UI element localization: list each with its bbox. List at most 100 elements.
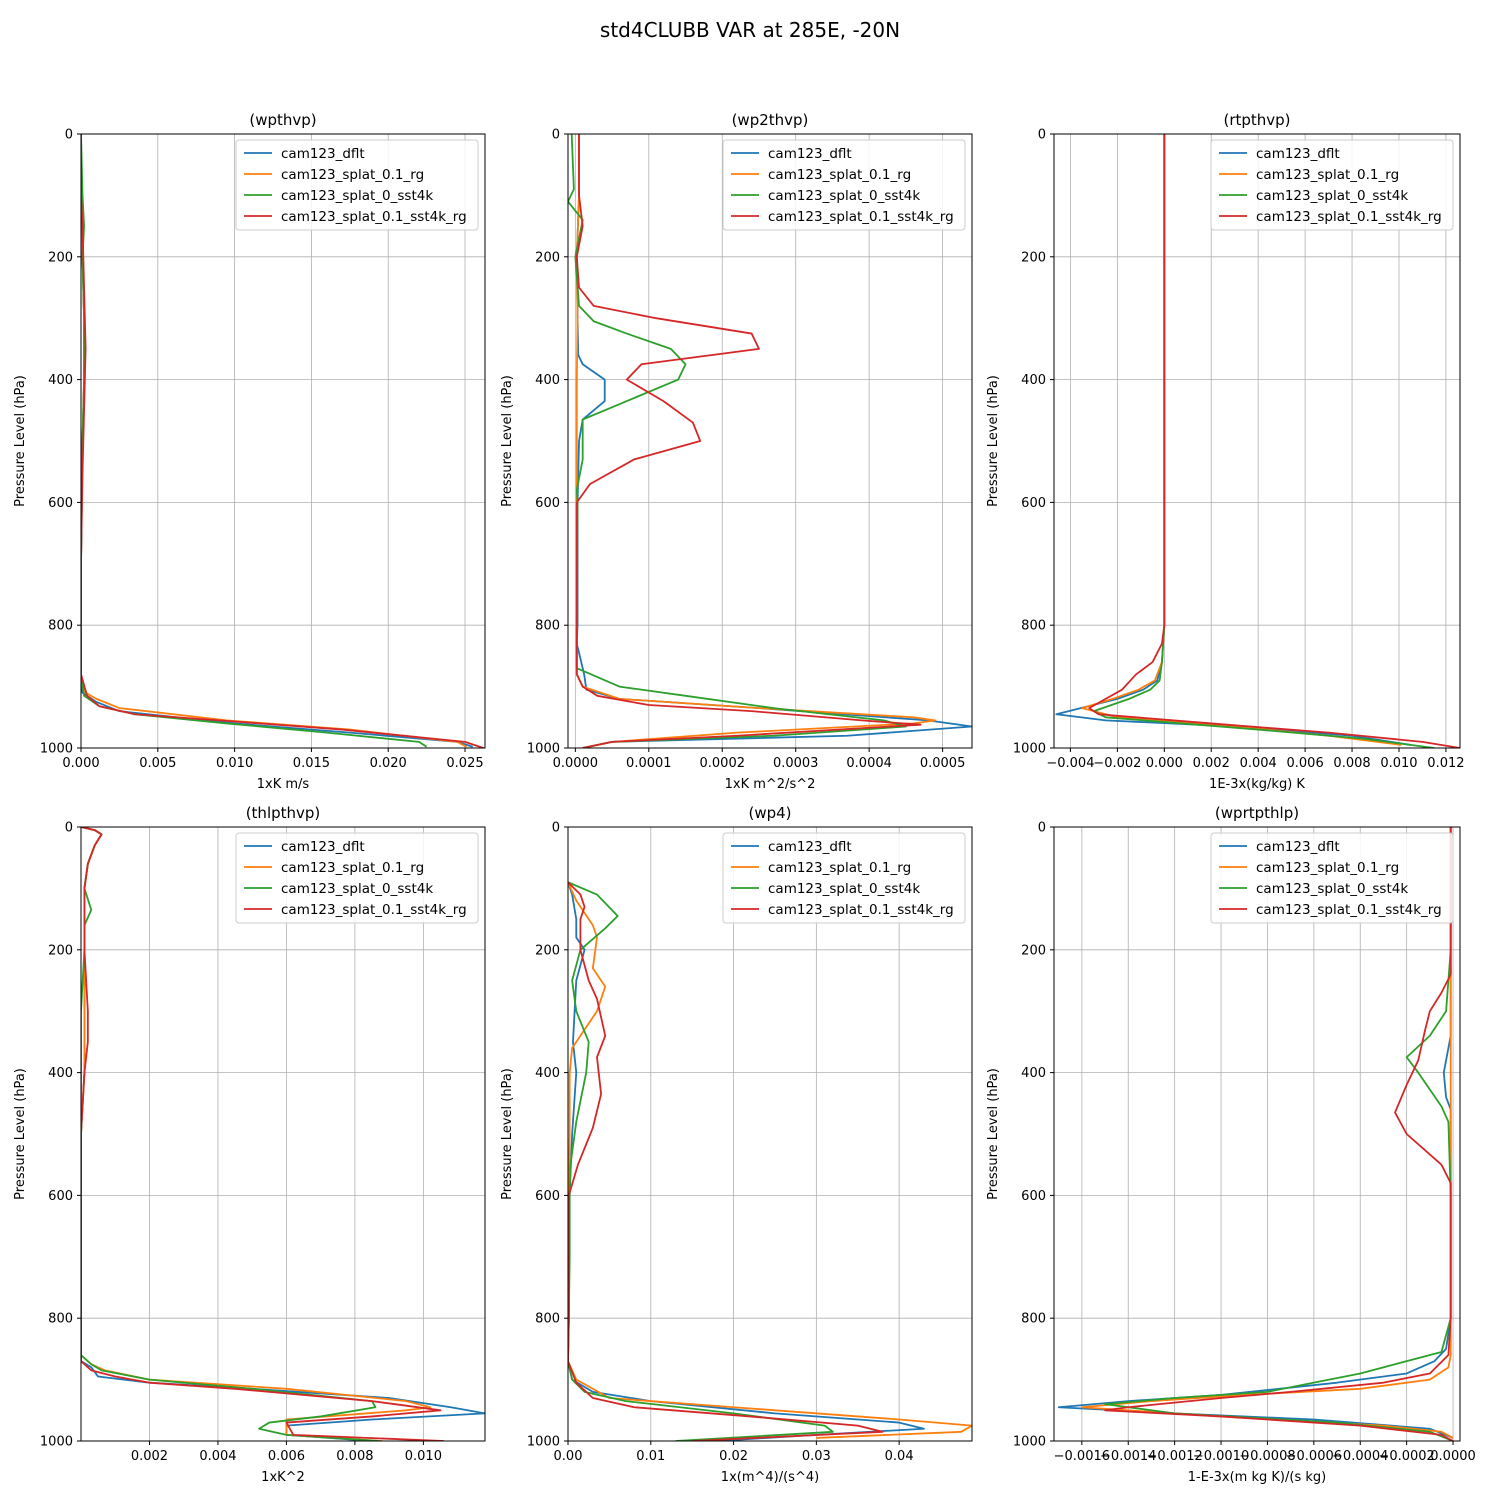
series-line (568, 881, 884, 1441)
chart-panel: −0.004−0.002 0.000 0.002 0.004 0.006 0.008 0.0… (986, 111, 1465, 792)
series-line (1104, 827, 1454, 1441)
series-group (1055, 134, 1460, 748)
chart-panel: 0.002 0.004 0.006 0.008 0.010 0 200 400 600 800 10… (13, 804, 486, 1485)
y-tick-label: 200 (48, 250, 73, 265)
panels: 0.000 0.005 0.010 0.015 0.020 0.0250200400600… (13, 111, 1476, 1485)
x-tick-label: 0.00 (554, 1449, 583, 1464)
legend: cam123_dflt cam123_splat_0.1_rg cam123_spl… (722, 832, 966, 924)
series-line (81, 827, 444, 1441)
axes-frame (567, 133, 973, 749)
legend-entry: cam123_splat_0.1_rg (281, 167, 424, 183)
series-line (568, 881, 972, 1439)
x-tick-label: 0.008 (1333, 756, 1370, 771)
series-line (575, 134, 922, 748)
legend-entry: cam123_splat_0.1_sst4k_rg (768, 902, 954, 918)
x-axis-label: 1x(m^4)/(s^4) (721, 1470, 819, 1485)
x-tick-label: 0.0005 (920, 756, 966, 771)
y-tick-label: 400 (535, 373, 560, 388)
legend-entry: cam123_splat_0.1_rg (281, 860, 424, 876)
y-tick-label: 800 (48, 619, 73, 634)
x-tick-label: 0.000 (62, 756, 99, 771)
axes-frame (80, 826, 486, 1442)
x-tick-label: 0.015 (293, 756, 330, 771)
x-tick-label: 0.02 (719, 1449, 748, 1464)
x-tick-label: −0.002 (1093, 756, 1141, 771)
axes-frame (1053, 133, 1461, 749)
x-tick-label: 0.008 (336, 1449, 373, 1464)
series-line (1088, 134, 1460, 748)
y-tick-label: 0 (65, 128, 73, 143)
y-tick-label: 400 (1021, 373, 1046, 388)
y-tick-label: 0 (552, 128, 560, 143)
legend-box (235, 832, 479, 924)
y-tick-label: 800 (48, 1312, 73, 1327)
y-tick-label: 600 (535, 1189, 560, 1204)
y-tick-label: 0 (1038, 821, 1046, 836)
axes-frame (80, 133, 486, 749)
x-axis-label: 1xK^2 (261, 1470, 305, 1485)
y-tick-label: 400 (1021, 1066, 1046, 1081)
legend-entry: cam123_splat_0_sst4k (768, 881, 920, 897)
x-tick-label: 0.004 (199, 1449, 236, 1464)
legend-entry: cam123_splat_0_sst4k (1256, 881, 1408, 897)
y-tick-label: 0 (1038, 128, 1046, 143)
legend-entry: cam123_dflt (1256, 839, 1340, 855)
x-tick-label: 0.006 (1287, 756, 1324, 771)
y-axis-label: Pressure Level (hPa) (500, 375, 515, 507)
legend-entry: cam123_splat_0.1_sst4k_rg (281, 209, 467, 225)
x-tick-label: 0.0003 (773, 756, 819, 771)
x-tick-label: 0.002 (131, 1449, 168, 1464)
y-tick-label: 200 (535, 250, 560, 265)
series-line (81, 134, 484, 748)
y-tick-label: 200 (48, 943, 73, 958)
x-tick-label: 0.025 (446, 756, 483, 771)
y-tick-label: 600 (48, 1189, 73, 1204)
legend-box (722, 139, 966, 231)
x-tick-label: 0.0001 (626, 756, 672, 771)
legend-entry: cam123_splat_0.1_sst4k_rg (281, 902, 467, 918)
x-tick-label: 0.0000 (553, 756, 599, 771)
x-tick-label: 0.0002 (700, 756, 746, 771)
y-tick-label: 200 (1021, 943, 1046, 958)
legend-box (235, 139, 479, 231)
y-tick-label: 0 (552, 821, 560, 836)
y-axis-label: Pressure Level (hPa) (13, 375, 28, 507)
x-tick-label: −0.004 (1046, 756, 1094, 771)
legend-entry: cam123_splat_0.1_rg (1256, 860, 1399, 876)
y-tick-label: 1000 (40, 1435, 73, 1450)
legend: cam123_dflt cam123_splat_0.1_rg cam123_spl… (235, 832, 479, 924)
chart-panel: 0.000 0.005 0.010 0.015 0.020 0.025 0 200 400 600… (13, 111, 486, 792)
panel-title: (thlpthvp) (246, 804, 321, 822)
legend: cam123_dflt cam123_splat_0.1_rg cam123_spl… (722, 139, 966, 231)
legend-box (1210, 832, 1454, 924)
x-tick-label: 0.01 (636, 1449, 665, 1464)
y-tick-label: 1000 (40, 742, 73, 757)
x-tick-label: −0.0004 (1332, 1449, 1388, 1464)
x-tick-label: 0.04 (885, 1449, 914, 1464)
x-axis-label: 1xK m^2/s^2 (725, 777, 816, 792)
x-tick-label: 0.002 (1193, 756, 1230, 771)
y-tick-label: 1000 (1013, 1435, 1046, 1450)
series-line (568, 881, 925, 1441)
y-tick-label: 600 (535, 496, 560, 511)
y-tick-label: 200 (535, 943, 560, 958)
x-tick-label: −0.0010 (1193, 1449, 1249, 1464)
y-tick-label: 800 (1021, 619, 1046, 634)
panel-title: (wp4) (748, 804, 791, 822)
legend-entry: cam123_dflt (768, 146, 852, 162)
x-tick-label: 0.012 (1427, 756, 1464, 771)
y-axis-label: Pressure Level (hPa) (13, 1068, 28, 1200)
legend-entry: cam123_splat_0.1_rg (1256, 167, 1399, 183)
x-tick-label: 0.005 (139, 756, 176, 771)
y-tick-label: 0 (65, 821, 73, 836)
series-group (1057, 827, 1454, 1441)
y-tick-label: 1000 (1013, 742, 1046, 757)
y-tick-label: 200 (1021, 250, 1046, 265)
legend-entry: cam123_splat_0.1_rg (768, 860, 911, 876)
x-tick-label: 0.004 (1240, 756, 1277, 771)
legend-box (1210, 139, 1454, 231)
panel-title: (wpthvp) (249, 111, 316, 129)
legend-entry: cam123_dflt (281, 146, 365, 162)
legend-entry: cam123_splat_0.1_sst4k_rg (1256, 902, 1442, 918)
